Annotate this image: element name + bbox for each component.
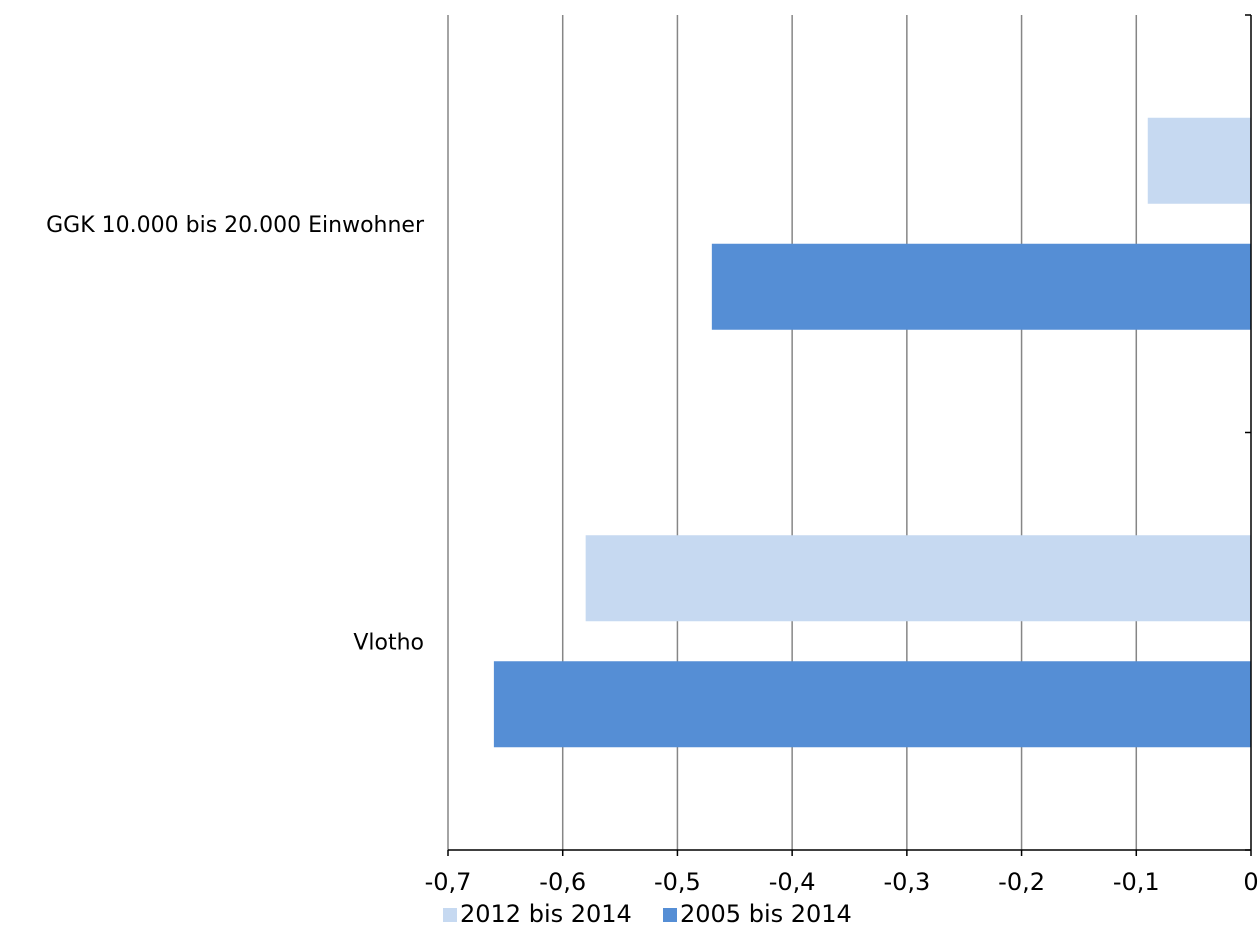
legend-label-1: 2005 bis 2014 [680, 900, 852, 928]
legend-swatch-1 [663, 908, 677, 922]
category-label-0: GGK 10.000 bis 20.000 Einwohner [46, 213, 425, 238]
legend: 2012 bis 2014 2005 bis 2014 [443, 900, 852, 928]
x-tick-label-2: -0,5 [654, 868, 701, 896]
axes [447, 14, 1252, 856]
x-tick-label-1: -0,6 [539, 868, 586, 896]
x-tick-label-6: -0,1 [1113, 868, 1160, 896]
bar-0-1 [711, 243, 1251, 330]
x-tick-label-0: -0,7 [425, 868, 472, 896]
bars [493, 117, 1251, 748]
x-tick-label-7: 0 [1243, 868, 1258, 896]
bar-0-0 [1147, 117, 1251, 204]
bar-1-1 [493, 661, 1251, 748]
legend-label-0: 2012 bis 2014 [460, 900, 632, 928]
bar-1-0 [585, 535, 1251, 622]
labels: GGK 10.000 bis 20.000 Einwohner Vlotho -0,… [46, 213, 1259, 896]
gridlines [447, 15, 1138, 850]
category-label-1: Vlotho [353, 630, 424, 655]
x-tick-label-3: -0,4 [769, 868, 816, 896]
x-tick-label-5: -0,2 [998, 868, 1045, 896]
legend-swatch-0 [443, 908, 457, 922]
x-tick-label-4: -0,3 [883, 868, 930, 896]
